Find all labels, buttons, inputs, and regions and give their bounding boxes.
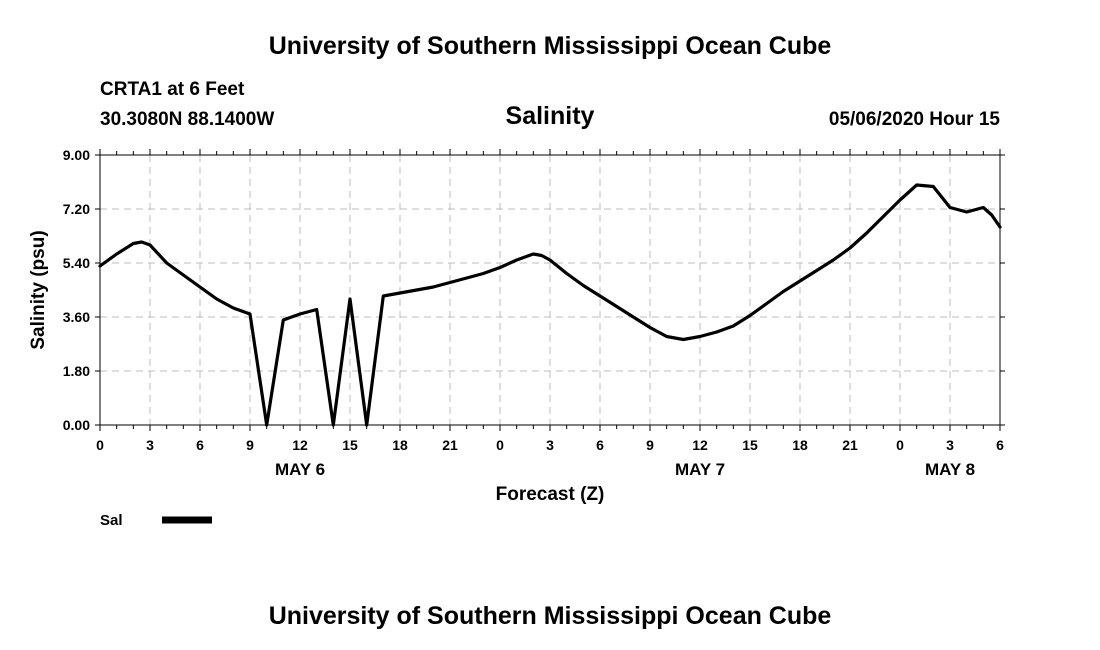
page-title-top: University of Southern Mississippi Ocean… [269,32,832,60]
x-tick-label: 15 [342,437,358,453]
x-tick-label: 0 [96,437,104,453]
datetime-label: 05/06/2020 Hour 15 [829,109,1001,130]
page-title-bottom: University of Southern Mississippi Ocean… [269,602,832,630]
x-tick-label: 3 [146,437,154,453]
grid-lines [100,155,1000,425]
coordinates-label: 30.3080N 88.1400W [100,109,274,130]
series-layer [98,183,1002,427]
x-tick-label: 15 [742,437,758,453]
station-label: CRTA1 at 6 Feet [100,79,245,100]
y-tick-label: 7.20 [63,201,90,217]
x-tick-label: 12 [692,437,708,453]
day-label: MAY 6 [275,460,325,479]
legend-label-sal: Sal [100,512,123,529]
y-tick-label: 1.80 [63,363,90,379]
series-line-sal [98,183,1002,427]
day-label: MAY 7 [675,460,725,479]
y-axis-ticks: 0.00 1.80 3.60 5.40 7.20 9.00 [63,147,1005,433]
x-tick-label: 18 [792,437,808,453]
x-tick-label: 12 [292,437,308,453]
y-axis-label: Salinity (psu) [28,230,49,349]
x-tick-label: 21 [442,437,458,453]
x-tick-label: 6 [596,437,604,453]
x-tick-label: 0 [896,437,904,453]
x-tick-label: 6 [196,437,204,453]
x-tick-label: 0 [496,437,504,453]
y-tick-label: 3.60 [63,309,90,325]
x-axis-ticks: 0 3 6 9 12 15 18 21 0 3 6 9 12 15 18 21 0 3 6 [96,149,1004,453]
x-tick-label: 6 [996,437,1004,453]
day-labels: MAY 6 MAY 7 MAY 8 [275,460,975,479]
variable-title: Salinity [506,102,595,130]
y-tick-label: 0.00 [63,417,90,433]
x-tick-label: 9 [646,437,654,453]
y-tick-label: 5.40 [63,255,90,271]
x-axis-label: Forecast (Z) [496,484,605,505]
day-label: MAY 8 [925,460,975,479]
x-tick-label: 3 [546,437,554,453]
x-tick-label: 18 [392,437,408,453]
x-tick-label: 3 [946,437,954,453]
x-tick-label: 21 [842,437,858,453]
x-tick-label: 9 [246,437,254,453]
legend: Sal [100,512,212,529]
y-tick-label: 9.00 [63,147,90,163]
